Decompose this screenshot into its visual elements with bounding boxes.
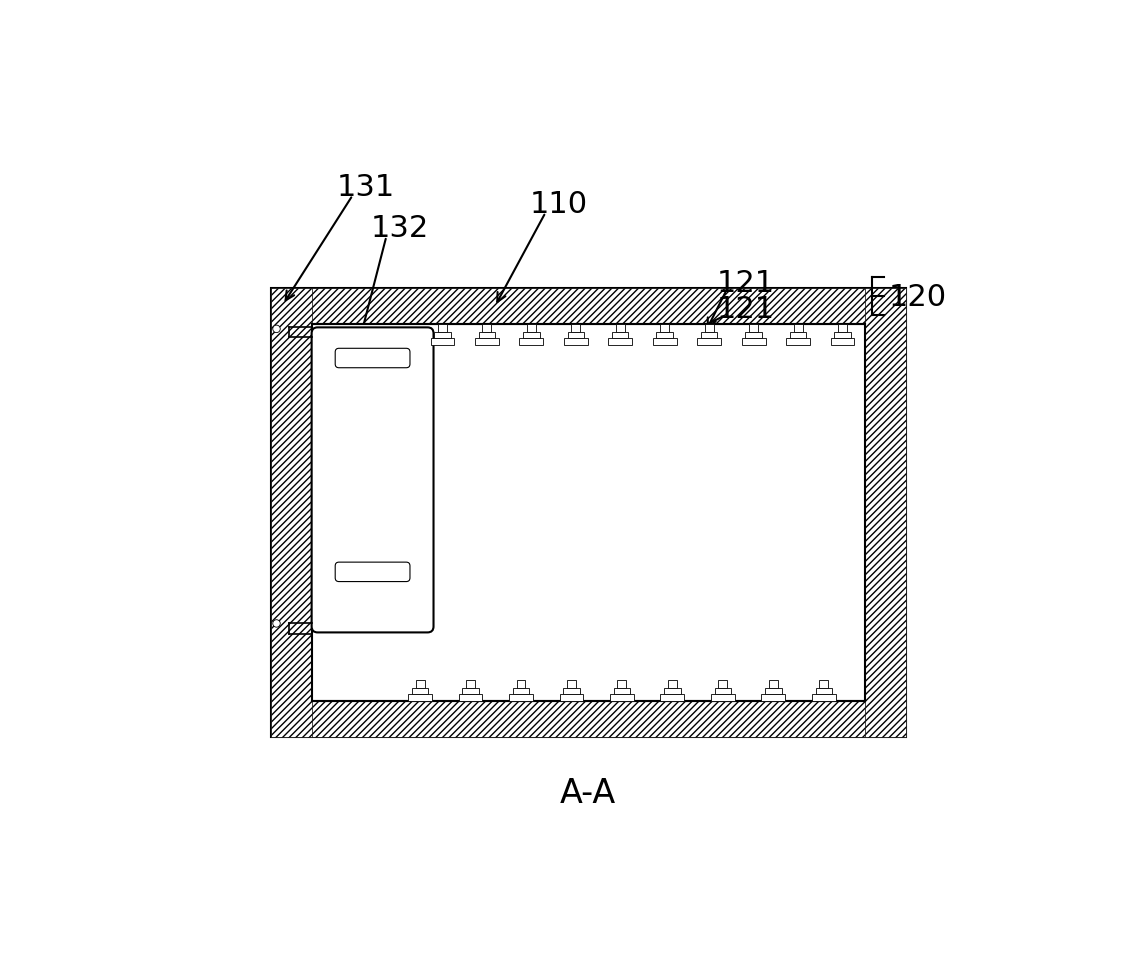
Bar [664,687,680,693]
Bar [610,693,634,701]
Bar [711,693,735,701]
Bar [789,332,806,338]
Bar [563,687,580,693]
FancyBboxPatch shape [336,349,410,368]
Bar [617,681,626,687]
FancyBboxPatch shape [312,327,434,632]
Bar [745,332,762,338]
Bar [718,681,727,687]
Bar [715,687,731,693]
Bar [786,338,810,346]
Bar [560,693,583,701]
Text: 110: 110 [529,190,588,219]
Bar [838,324,847,332]
Bar [616,324,625,332]
Bar [568,332,584,338]
Bar [270,701,906,737]
Bar [517,681,526,687]
Bar [519,338,544,346]
Circle shape [272,619,280,627]
Bar [815,687,832,693]
Bar [463,687,479,693]
Bar [742,338,766,346]
Bar [661,693,685,701]
Bar [660,324,669,332]
Text: A-A: A-A [560,777,616,810]
Bar [412,687,428,693]
Bar [697,338,721,346]
Text: 132: 132 [370,215,429,243]
Bar [653,338,677,346]
Bar [701,332,717,338]
Bar [668,681,677,687]
Bar [509,693,533,701]
Bar [769,681,778,687]
Bar [749,324,758,332]
Text: 120: 120 [888,283,946,312]
Bar [415,681,425,687]
Bar [571,324,580,332]
Bar [613,332,628,338]
Bar [765,687,781,693]
Bar [512,687,529,693]
Bar [820,681,829,687]
Bar [270,288,906,737]
Bar [564,338,588,346]
Text: 121: 121 [717,295,775,324]
Bar [614,687,631,693]
Bar [482,324,491,332]
Text: 131: 131 [337,173,395,202]
Bar [812,693,835,701]
Bar [761,693,785,701]
Bar [466,681,475,687]
Bar [831,338,855,346]
Bar [408,693,432,701]
Bar [312,324,865,701]
Bar [524,332,539,338]
Bar [656,332,673,338]
Bar [458,693,483,701]
Bar [527,324,536,332]
Bar [270,288,906,324]
Bar [568,681,577,687]
Bar [794,324,803,332]
Bar [479,332,495,338]
Bar [834,332,851,338]
Bar [270,288,312,737]
Bar [608,338,632,346]
FancyBboxPatch shape [336,562,410,582]
Bar [435,332,450,338]
Circle shape [272,325,280,333]
Text: 121: 121 [717,270,775,298]
Bar [475,338,499,346]
Bar [438,324,447,332]
Bar [705,324,714,332]
Bar [865,288,906,737]
Bar [430,338,455,346]
